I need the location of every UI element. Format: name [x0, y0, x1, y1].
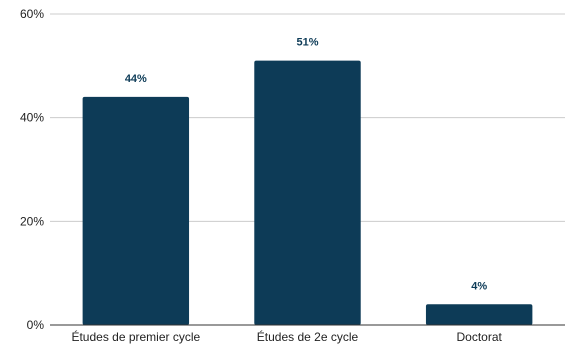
x-axis-labels: Études de premier cycle Études de 2e cycl… — [71, 329, 502, 344]
y-tick-label: 60% — [20, 7, 44, 21]
bars — [82, 60, 533, 326]
data-label: 51% — [296, 37, 318, 49]
y-tick-label: 0% — [27, 318, 45, 332]
data-labels: 44% 51% 4% — [125, 37, 488, 293]
bar — [82, 96, 190, 325]
x-tick-label: Études de 2e cycle — [257, 329, 359, 344]
y-axis-ticks: 0% 20% 40% 60% — [20, 7, 44, 332]
bar — [254, 60, 361, 326]
data-label: 4% — [471, 280, 487, 292]
bar — [425, 304, 533, 325]
x-tick-label: Doctorat — [456, 330, 502, 344]
y-tick-label: 40% — [20, 111, 44, 125]
data-label: 44% — [125, 73, 147, 85]
x-tick-label: Études de premier cycle — [71, 329, 200, 344]
y-tick-label: 20% — [20, 214, 44, 228]
